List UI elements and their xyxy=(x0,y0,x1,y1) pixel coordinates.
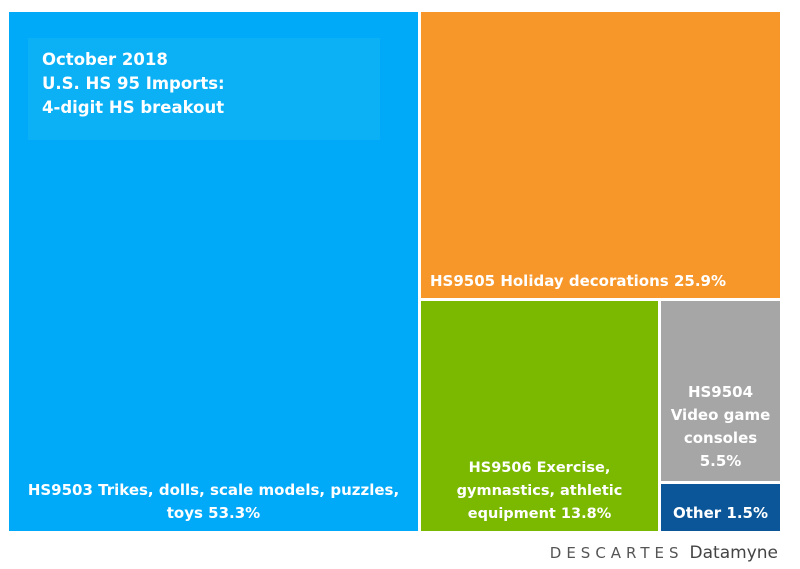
tile-label-hs9506: HS9506 Exercise, gymnastics, athletic eq… xyxy=(456,460,623,522)
tile-other: Other 1.5% xyxy=(661,484,780,531)
tile-hs9506: HS9506 Exercise, gymnastics, athletic eq… xyxy=(421,301,658,531)
logo-product: Datamyne xyxy=(689,543,778,563)
tile-label-hs9505: HS9505 Holiday decorations 25.9% xyxy=(430,272,726,290)
tile-label-hs9504: HS9504 Video game consoles 5.5% xyxy=(670,383,771,470)
tile-hs9505: HS9505 Holiday decorations 25.9% xyxy=(421,12,780,298)
logo-brand: DESCARTES xyxy=(549,544,684,562)
chart-title: October 2018 U.S. HS 95 Imports: 4-digit… xyxy=(42,50,225,117)
chart-title-box: October 2018 U.S. HS 95 Imports: 4-digit… xyxy=(28,38,380,140)
descartes-datamyne-logo: DESCARTES Datamyne xyxy=(550,543,778,563)
tile-hs9504: HS9504 Video game consoles 5.5% xyxy=(661,301,780,481)
tile-label-other: Other 1.5% xyxy=(673,504,768,522)
tile-label-hs9503: HS9503 Trikes, dolls, scale models, puzz… xyxy=(27,481,400,522)
